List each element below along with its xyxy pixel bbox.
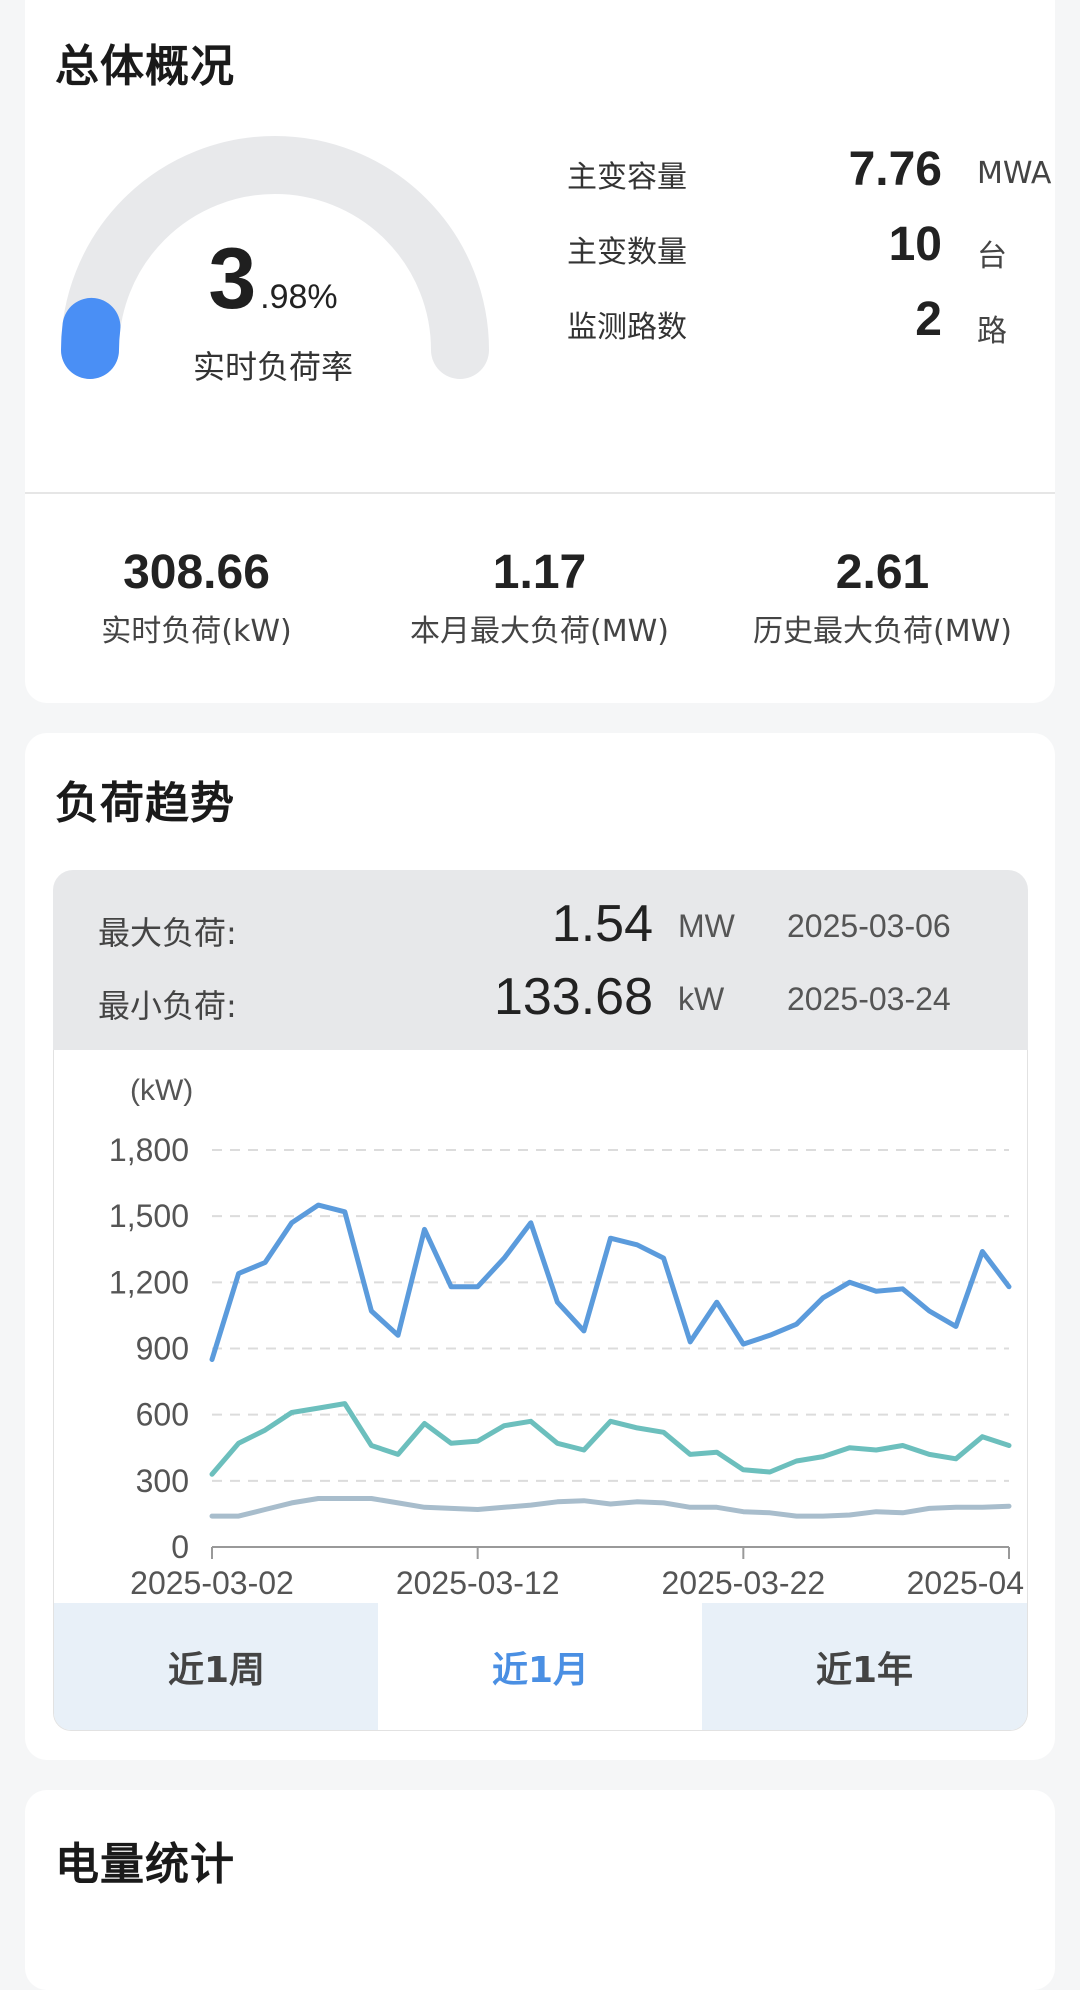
tab-last-week[interactable]: 近1周 [54, 1603, 379, 1730]
stat-realtime-load: 308.66 实时负荷(kW) [25, 545, 368, 650]
x-tick-label: 2025-04 [907, 1565, 1024, 1601]
summary-max-unit: MW [678, 908, 735, 944]
y-tick-label: 300 [136, 1463, 189, 1499]
stat-label: 实时负荷(kW) [101, 614, 292, 649]
chart-grid [212, 1149, 1009, 1482]
stat-value: 308.66 [123, 546, 270, 599]
spec-label: 主变数量 [567, 235, 687, 270]
y-tick-label: 1,200 [109, 1264, 189, 1300]
tab-last-year[interactable]: 近1年 [702, 1603, 1027, 1730]
stat-history-max-load: 2.61 历史最大负荷(MW) [711, 545, 1054, 650]
gauge-value-decimal: .98% [260, 278, 338, 316]
y-tick-label: 900 [136, 1331, 189, 1367]
load-trend-card: 负荷趋势 最大负荷: 1.54 MW 2025-03-06 最小负荷: 133.… [25, 733, 1055, 1760]
y-axis-label: (kW) [130, 1074, 193, 1107]
trend-summary: 最大负荷: 1.54 MW 2025-03-06 最小负荷: 133.68 kW… [53, 870, 1028, 1050]
y-tick-label: 0 [171, 1529, 189, 1565]
chart-series [209, 1202, 1012, 1519]
stat-month-max-load: 1.17 本月最大负荷(MW) [368, 545, 711, 650]
y-tick-label: 1,800 [109, 1132, 189, 1168]
summary-min-value: 133.68 [493, 968, 653, 1026]
summary-max-label: 最大负荷: [98, 914, 237, 952]
stat-value: 1.17 [492, 546, 587, 599]
series-line-3 [209, 1496, 1012, 1519]
x-tick-label: 2025-03-12 [396, 1565, 560, 1601]
gauge-fill [61, 297, 121, 379]
series-line-2 [209, 1401, 1012, 1477]
range-tabs: 近1周 近1月 近1年 [54, 1603, 1027, 1730]
spec-label: 主变容量 [567, 160, 687, 195]
gauge-label: 实时负荷率 [192, 348, 353, 386]
chart-plot: (kW) 0 300 600 900 1,200 1,500 1,800 2025-03-02 2… [109, 1074, 1024, 1601]
energy-stats-card: 电量统计 [25, 1790, 1055, 1990]
gauge-track [61, 136, 489, 379]
x-tick-label: 2025-03-02 [130, 1565, 294, 1601]
gauge-value-int: 3 [208, 231, 257, 327]
y-tick-label: 1,500 [109, 1198, 189, 1234]
stat-label: 历史最大负荷(MW) [753, 614, 1012, 649]
spec-transformer-count: 主变数量 10 台 [542, 217, 1052, 277]
gauge-value: 3.98% [43, 230, 503, 329]
summary-min-row: 最小负荷: 133.68 kW 2025-03-24 [53, 963, 1028, 1033]
spec-unit: MWA [977, 156, 1052, 191]
energy-title: 电量统计 [55, 1839, 235, 1890]
summary-max-value: 1.54 [551, 895, 653, 953]
spec-unit: 台 [977, 239, 1007, 274]
spec-label: 监测路数 [567, 310, 687, 345]
chart-axes: (kW) 0 300 600 900 1,200 1,500 1,800 2025-03-02 2… [109, 1074, 1024, 1601]
summary-min-label: 最小负荷: [98, 987, 237, 1025]
y-tick-label: 600 [136, 1397, 189, 1433]
overview-card: 总体概况 3.98% 实时负荷率 主变容量 7.76 MWA 主变数量 10 台… [25, 0, 1055, 703]
load-rate-gauge: 3.98% 实时负荷率 [43, 100, 523, 420]
summary-max-date: 2025-03-06 [787, 908, 951, 944]
spec-value: 2 [915, 293, 942, 346]
stat-label: 本月最大负荷(MW) [410, 614, 669, 649]
tab-last-month[interactable]: 近1月 [378, 1603, 703, 1730]
gauge-arc [61, 136, 489, 379]
summary-min-date: 2025-03-24 [787, 981, 951, 1017]
summary-min-unit: kW [678, 981, 725, 1017]
summary-max-row: 最大负荷: 1.54 MW 2025-03-06 [53, 890, 1028, 960]
overview-title: 总体概况 [55, 41, 235, 92]
spec-unit: 路 [977, 314, 1007, 349]
spec-monitor-circuits: 监测路数 2 路 [542, 292, 1052, 352]
x-tick-label: 2025-03-22 [661, 1565, 825, 1601]
series-line-1 [209, 1202, 1012, 1362]
trend-title: 负荷趋势 [55, 778, 235, 829]
spec-capacity: 主变容量 7.76 MWA [542, 142, 1052, 202]
stat-value: 2.61 [835, 546, 930, 599]
spec-value: 10 [888, 218, 942, 271]
load-trend-chart: (kW) 0 300 600 900 1,200 1,500 1,800 2025-03-02 2… [53, 1050, 1028, 1731]
spec-value: 7.76 [848, 143, 942, 196]
overview-divider [25, 492, 1055, 494]
